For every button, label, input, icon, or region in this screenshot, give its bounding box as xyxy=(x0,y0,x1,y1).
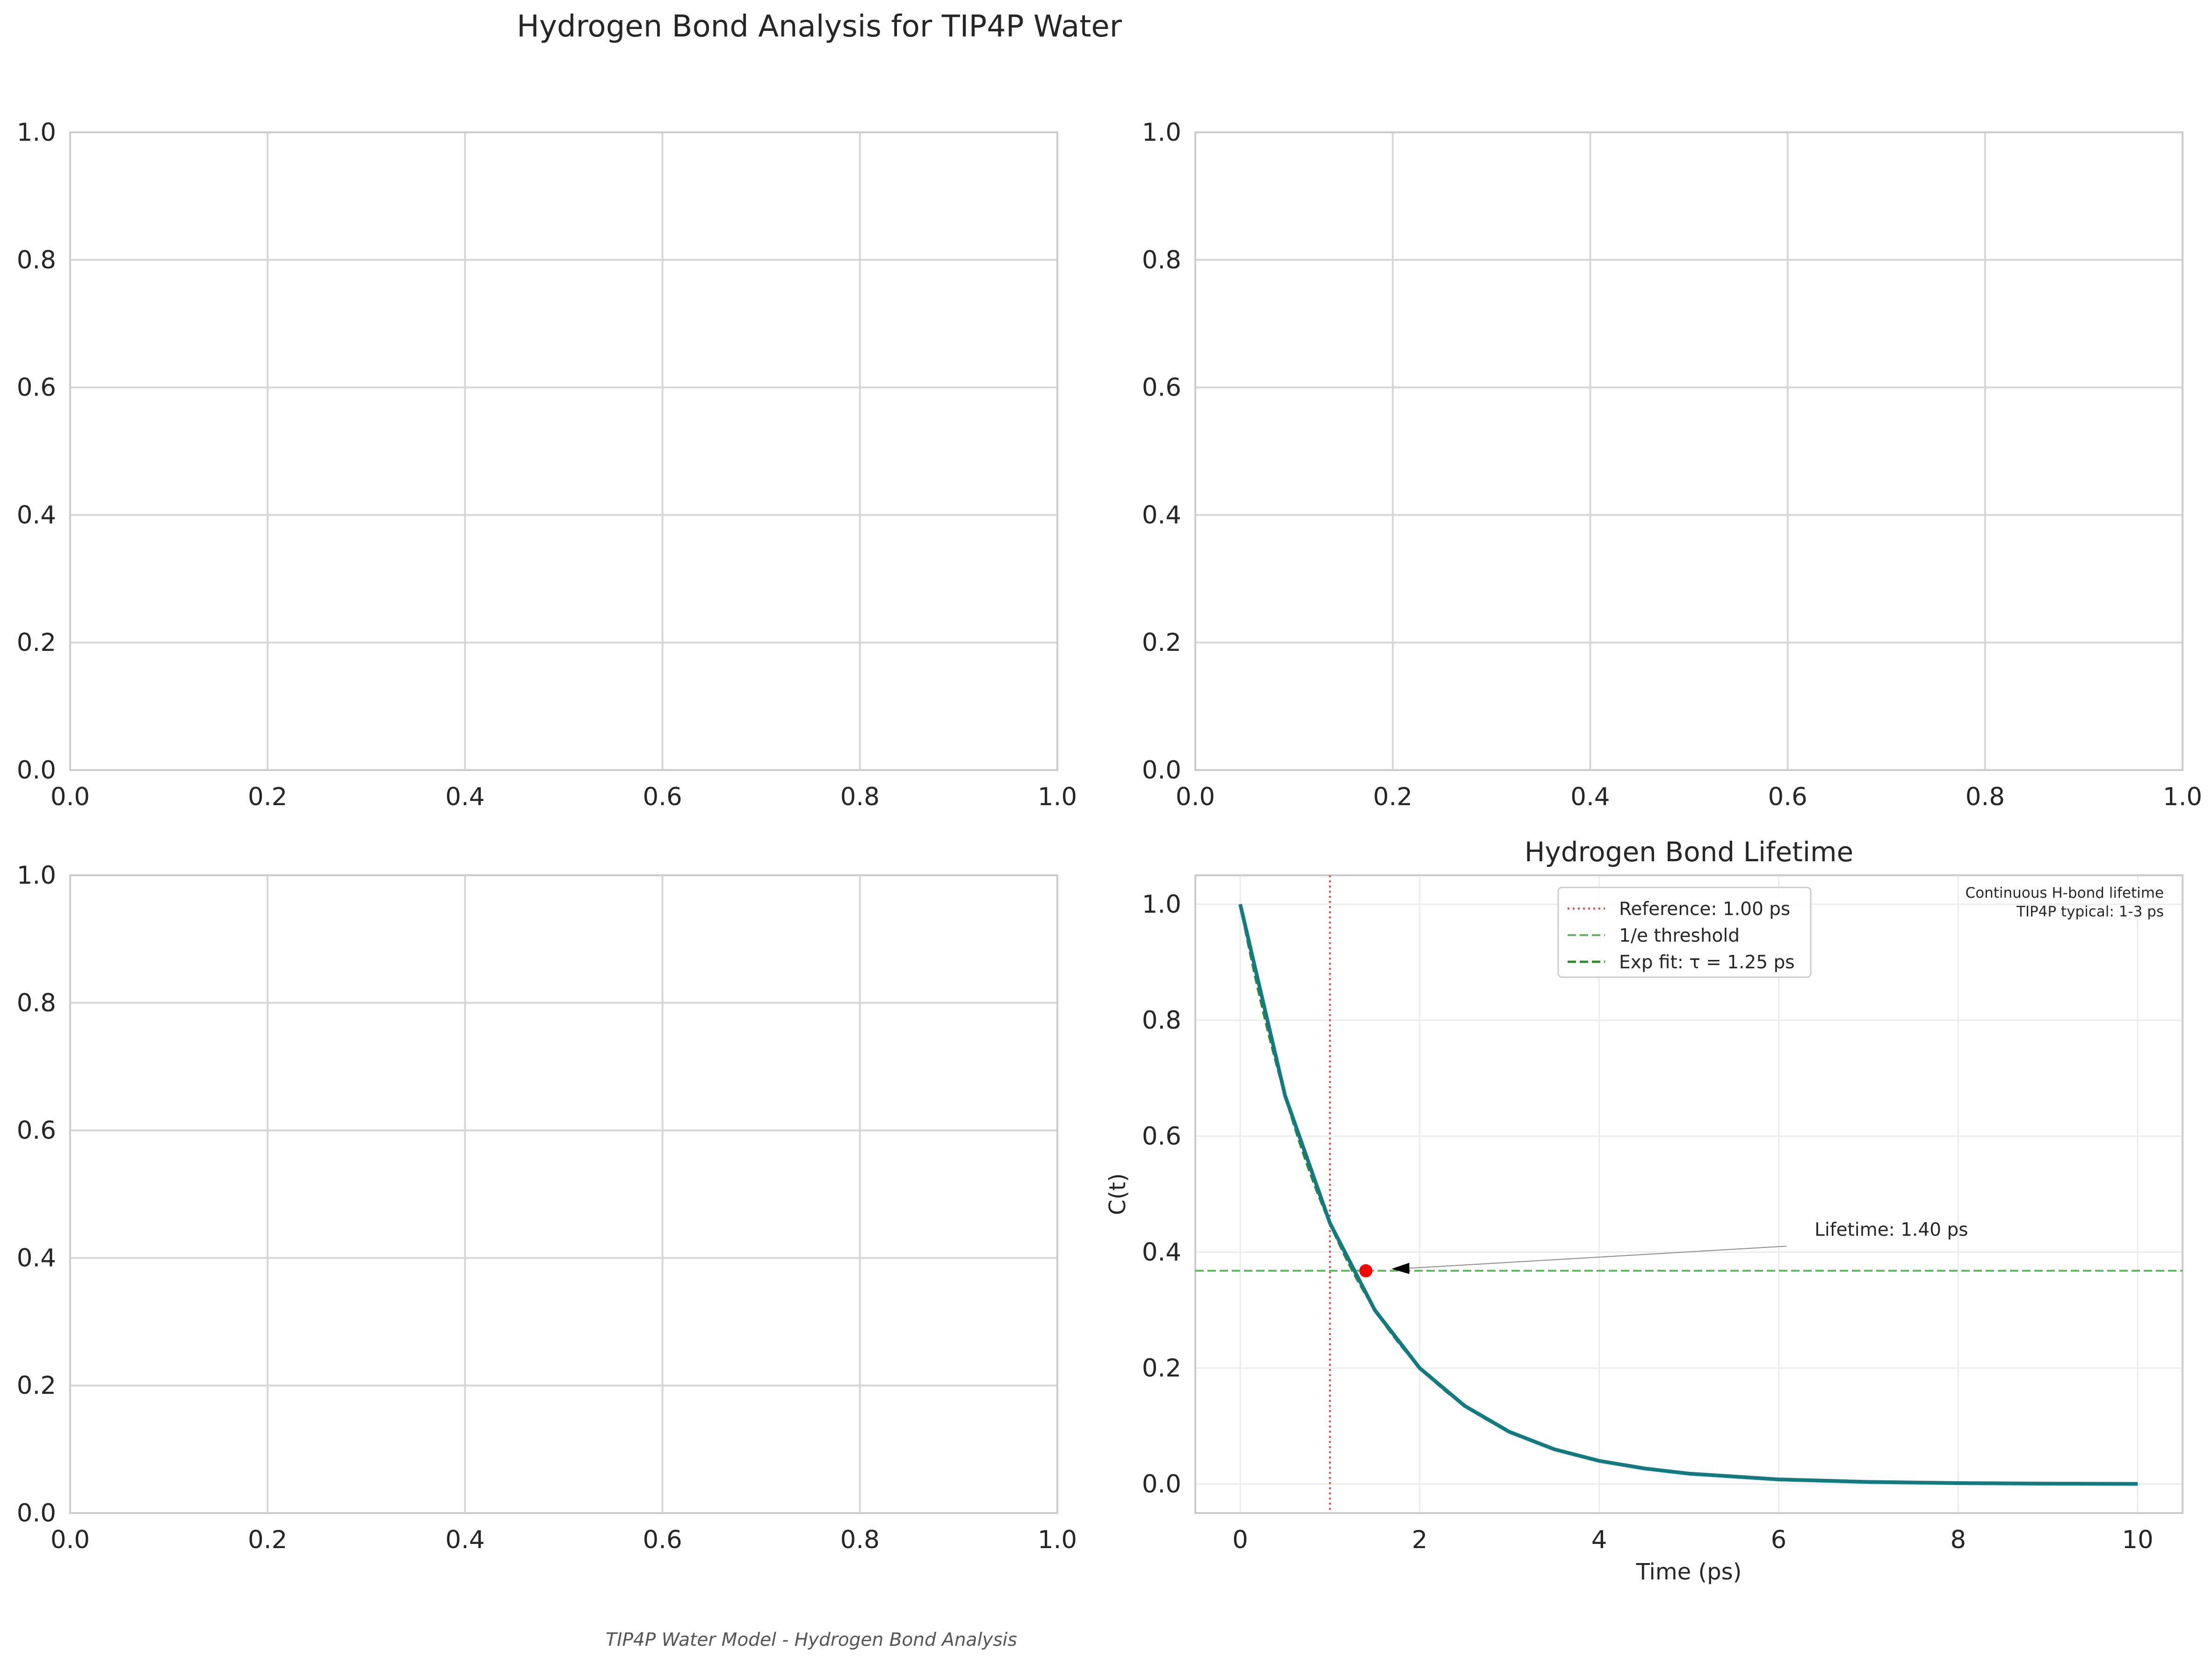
chart-panel-bottom-right: 0 2 4 6 8 10 0.0 0.2 0.4 0.6 0.8 1.0 Hydrogen Bond L… xyxy=(1105,836,2183,1585)
axes-frame xyxy=(69,131,1058,771)
y-axis-label: C(t) xyxy=(1105,1173,1131,1215)
lifetime-annotation: Lifetime: 1.40 ps xyxy=(1814,1219,1968,1240)
y-tick-label: 0.2 xyxy=(1142,628,1181,657)
annotation-arrow-shaft xyxy=(1405,1246,1787,1269)
x-tick-label: 2 xyxy=(1412,1526,1428,1554)
y-tick-label: 0.0 xyxy=(1142,756,1181,785)
legend-entry: Exp fit: τ = 1.25 ps xyxy=(1619,952,1795,973)
legend-entry: Reference: 1.00 ps xyxy=(1619,899,1790,920)
plot-area xyxy=(1195,875,2183,1513)
x-tick-label: 0.0 xyxy=(1176,783,1215,811)
y-tick-label: 0.8 xyxy=(1142,246,1181,274)
y-tick-label: 1.0 xyxy=(17,861,56,890)
x-tick-label: 10 xyxy=(2122,1526,2153,1554)
y-tick-label: 0.2 xyxy=(17,628,56,657)
legend: Reference: 1.00 ps 1/e threshold Exp fit: … xyxy=(1557,887,1812,978)
x-tick-label: 1.0 xyxy=(1038,783,1077,811)
y-tick-label: 0.0 xyxy=(1142,1470,1181,1499)
legend-entry: 1/e threshold xyxy=(1619,925,1740,946)
x-tick-label: 0.6 xyxy=(643,783,682,811)
y-tick-label: 0.2 xyxy=(1142,1354,1181,1383)
chart-panel-top-right: 0.0 0.2 0.4 0.6 0.8 1.0 0.0 0.2 0.4 0.6 0.8 1.0 xyxy=(1142,118,2202,811)
x-tick-label: 6 xyxy=(1771,1526,1787,1554)
chart-panel-bottom-left: 0.0 0.2 0.4 0.6 0.8 1.0 0.0 0.2 0.4 0.6 0.8 1.0 xyxy=(17,861,1077,1554)
x-tick-label: 0.8 xyxy=(840,1526,880,1554)
y-tick-label: 0.8 xyxy=(17,989,56,1017)
x-tick-label: 4 xyxy=(1591,1526,1607,1554)
y-tick-label: 0.0 xyxy=(17,756,56,785)
x-tick-label: 0.4 xyxy=(445,1526,484,1554)
x-tick-label: 0.2 xyxy=(248,783,287,811)
axes-frame xyxy=(1194,131,2183,771)
y-tick-label: 0.6 xyxy=(1142,1122,1181,1151)
x-tick-label: 1.0 xyxy=(2163,783,2202,811)
y-tick-label: 1.0 xyxy=(1142,890,1181,919)
x-tick-label: 0.2 xyxy=(248,1526,287,1554)
x-tick-label: 0.0 xyxy=(51,1526,90,1554)
note-text: TIP4P typical: 1-3 ps xyxy=(2016,903,2164,920)
x-tick-label: 0.6 xyxy=(643,1526,682,1554)
x-tick-label: 0.6 xyxy=(1768,783,1807,811)
annotation-arrow-head xyxy=(1391,1262,1410,1274)
y-tick-label: 0.4 xyxy=(1142,501,1181,529)
x-tick-label: 0.4 xyxy=(1570,783,1610,811)
y-tick-label: 0.6 xyxy=(17,374,56,402)
axes-frame xyxy=(69,874,1058,1514)
x-tick-label: 0 xyxy=(1232,1526,1248,1554)
y-tick-label: 0.4 xyxy=(1142,1238,1181,1267)
axes-title: Hydrogen Bond Lifetime xyxy=(1525,836,1853,868)
x-tick-label: 0.8 xyxy=(840,783,880,811)
axes-frame xyxy=(1194,874,2183,1514)
y-tick-label: 0.6 xyxy=(17,1117,56,1145)
chart-panel-top-left: 0.0 0.2 0.4 0.6 0.8 1.0 0.0 0.2 0.4 0.6 0.8 1.0 xyxy=(17,118,1077,811)
y-tick-label: 0.4 xyxy=(17,501,56,529)
y-tick-label: 0.8 xyxy=(17,246,56,274)
x-tick-label: 8 xyxy=(1950,1526,1966,1554)
x-tick-label: 0.8 xyxy=(1966,783,2005,811)
x-tick-label: 0.4 xyxy=(445,783,484,811)
lifetime-point xyxy=(1359,1264,1373,1277)
y-tick-label: 0.6 xyxy=(1142,374,1181,402)
x-tick-label: 1.0 xyxy=(1038,1526,1077,1554)
autocorrelation-line xyxy=(1238,904,2138,1486)
note-text: Continuous H-bond lifetime xyxy=(1965,885,2164,901)
y-tick-label: 1.0 xyxy=(1142,118,1181,147)
y-tick-label: 0.0 xyxy=(17,1499,56,1528)
y-tick-label: 0.8 xyxy=(1142,1006,1181,1035)
y-tick-label: 1.0 xyxy=(17,118,56,147)
x-axis-label: Time (ps) xyxy=(1636,1559,1742,1585)
figure-suptitle: Hydrogen Bond Analysis for TIP4P Water xyxy=(517,9,1122,44)
figure-footer: TIP4P Water Model - Hydrogen Bond Analys… xyxy=(606,1629,1017,1651)
y-tick-label: 0.4 xyxy=(17,1244,56,1272)
y-tick-label: 0.2 xyxy=(17,1371,56,1400)
x-tick-label: 0.0 xyxy=(51,783,90,811)
legend-frame xyxy=(1557,887,1812,978)
x-tick-label: 0.2 xyxy=(1373,783,1412,811)
